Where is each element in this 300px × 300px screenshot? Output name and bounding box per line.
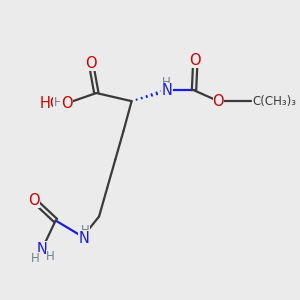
Text: HO: HO [40,96,62,111]
Text: O: O [213,94,224,109]
Text: O: O [190,53,201,68]
Text: N: N [79,231,90,246]
Text: O: O [85,56,97,71]
Text: O: O [61,96,72,111]
Text: N: N [37,242,47,257]
Text: H: H [81,224,90,236]
Text: O: O [28,193,40,208]
Text: H: H [46,250,55,263]
Text: N: N [161,83,172,98]
Text: H: H [162,76,171,89]
Text: H: H [54,96,63,109]
Text: H: H [31,252,40,265]
Text: C(CH₃)₃: C(CH₃)₃ [252,95,296,108]
